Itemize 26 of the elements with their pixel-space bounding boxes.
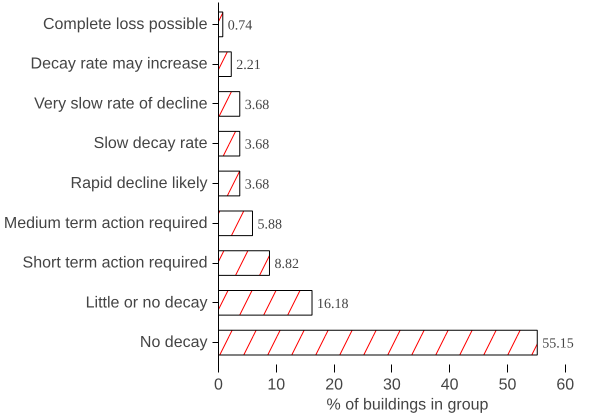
x-tick-label: 20	[325, 376, 344, 394]
x-tick-label: 10	[267, 376, 286, 394]
y-tick-label: No decay	[140, 334, 208, 352]
data-label: 5.88	[257, 217, 282, 232]
data-label: 0.74	[228, 18, 252, 34]
y-tick-label: Little or no decay	[86, 294, 208, 312]
x-axis-title: % of buildings in group	[326, 396, 489, 414]
y-tick-label: Slow decay rate	[94, 135, 208, 152]
data-label: 3.68	[244, 98, 270, 113]
x-tick-label: 30	[382, 376, 401, 394]
x-tick-label: 0	[214, 376, 224, 394]
y-tick-label: Medium term action required	[4, 214, 208, 232]
y-tick-label: Complete loss possible	[42, 16, 208, 33]
y-tick-label: Rapid decline likely	[70, 175, 208, 192]
data-label: 3.68	[244, 178, 270, 192]
y-tick-label: Very slow rate of decline	[34, 95, 208, 112]
y-tick-label: Short term action required	[22, 254, 208, 272]
y-tick-label: Decay rate may increase	[30, 56, 208, 73]
x-tick-label: 50	[498, 376, 516, 394]
data-label: 8.82	[274, 257, 299, 272]
data-label: 3.68	[244, 138, 270, 153]
data-label: 2.21	[236, 58, 261, 74]
data-label: 55.15	[542, 336, 574, 352]
data-label: 16.18	[317, 296, 349, 312]
x-tick-label: 40	[440, 376, 459, 394]
x-tick-label: 60	[556, 376, 574, 394]
